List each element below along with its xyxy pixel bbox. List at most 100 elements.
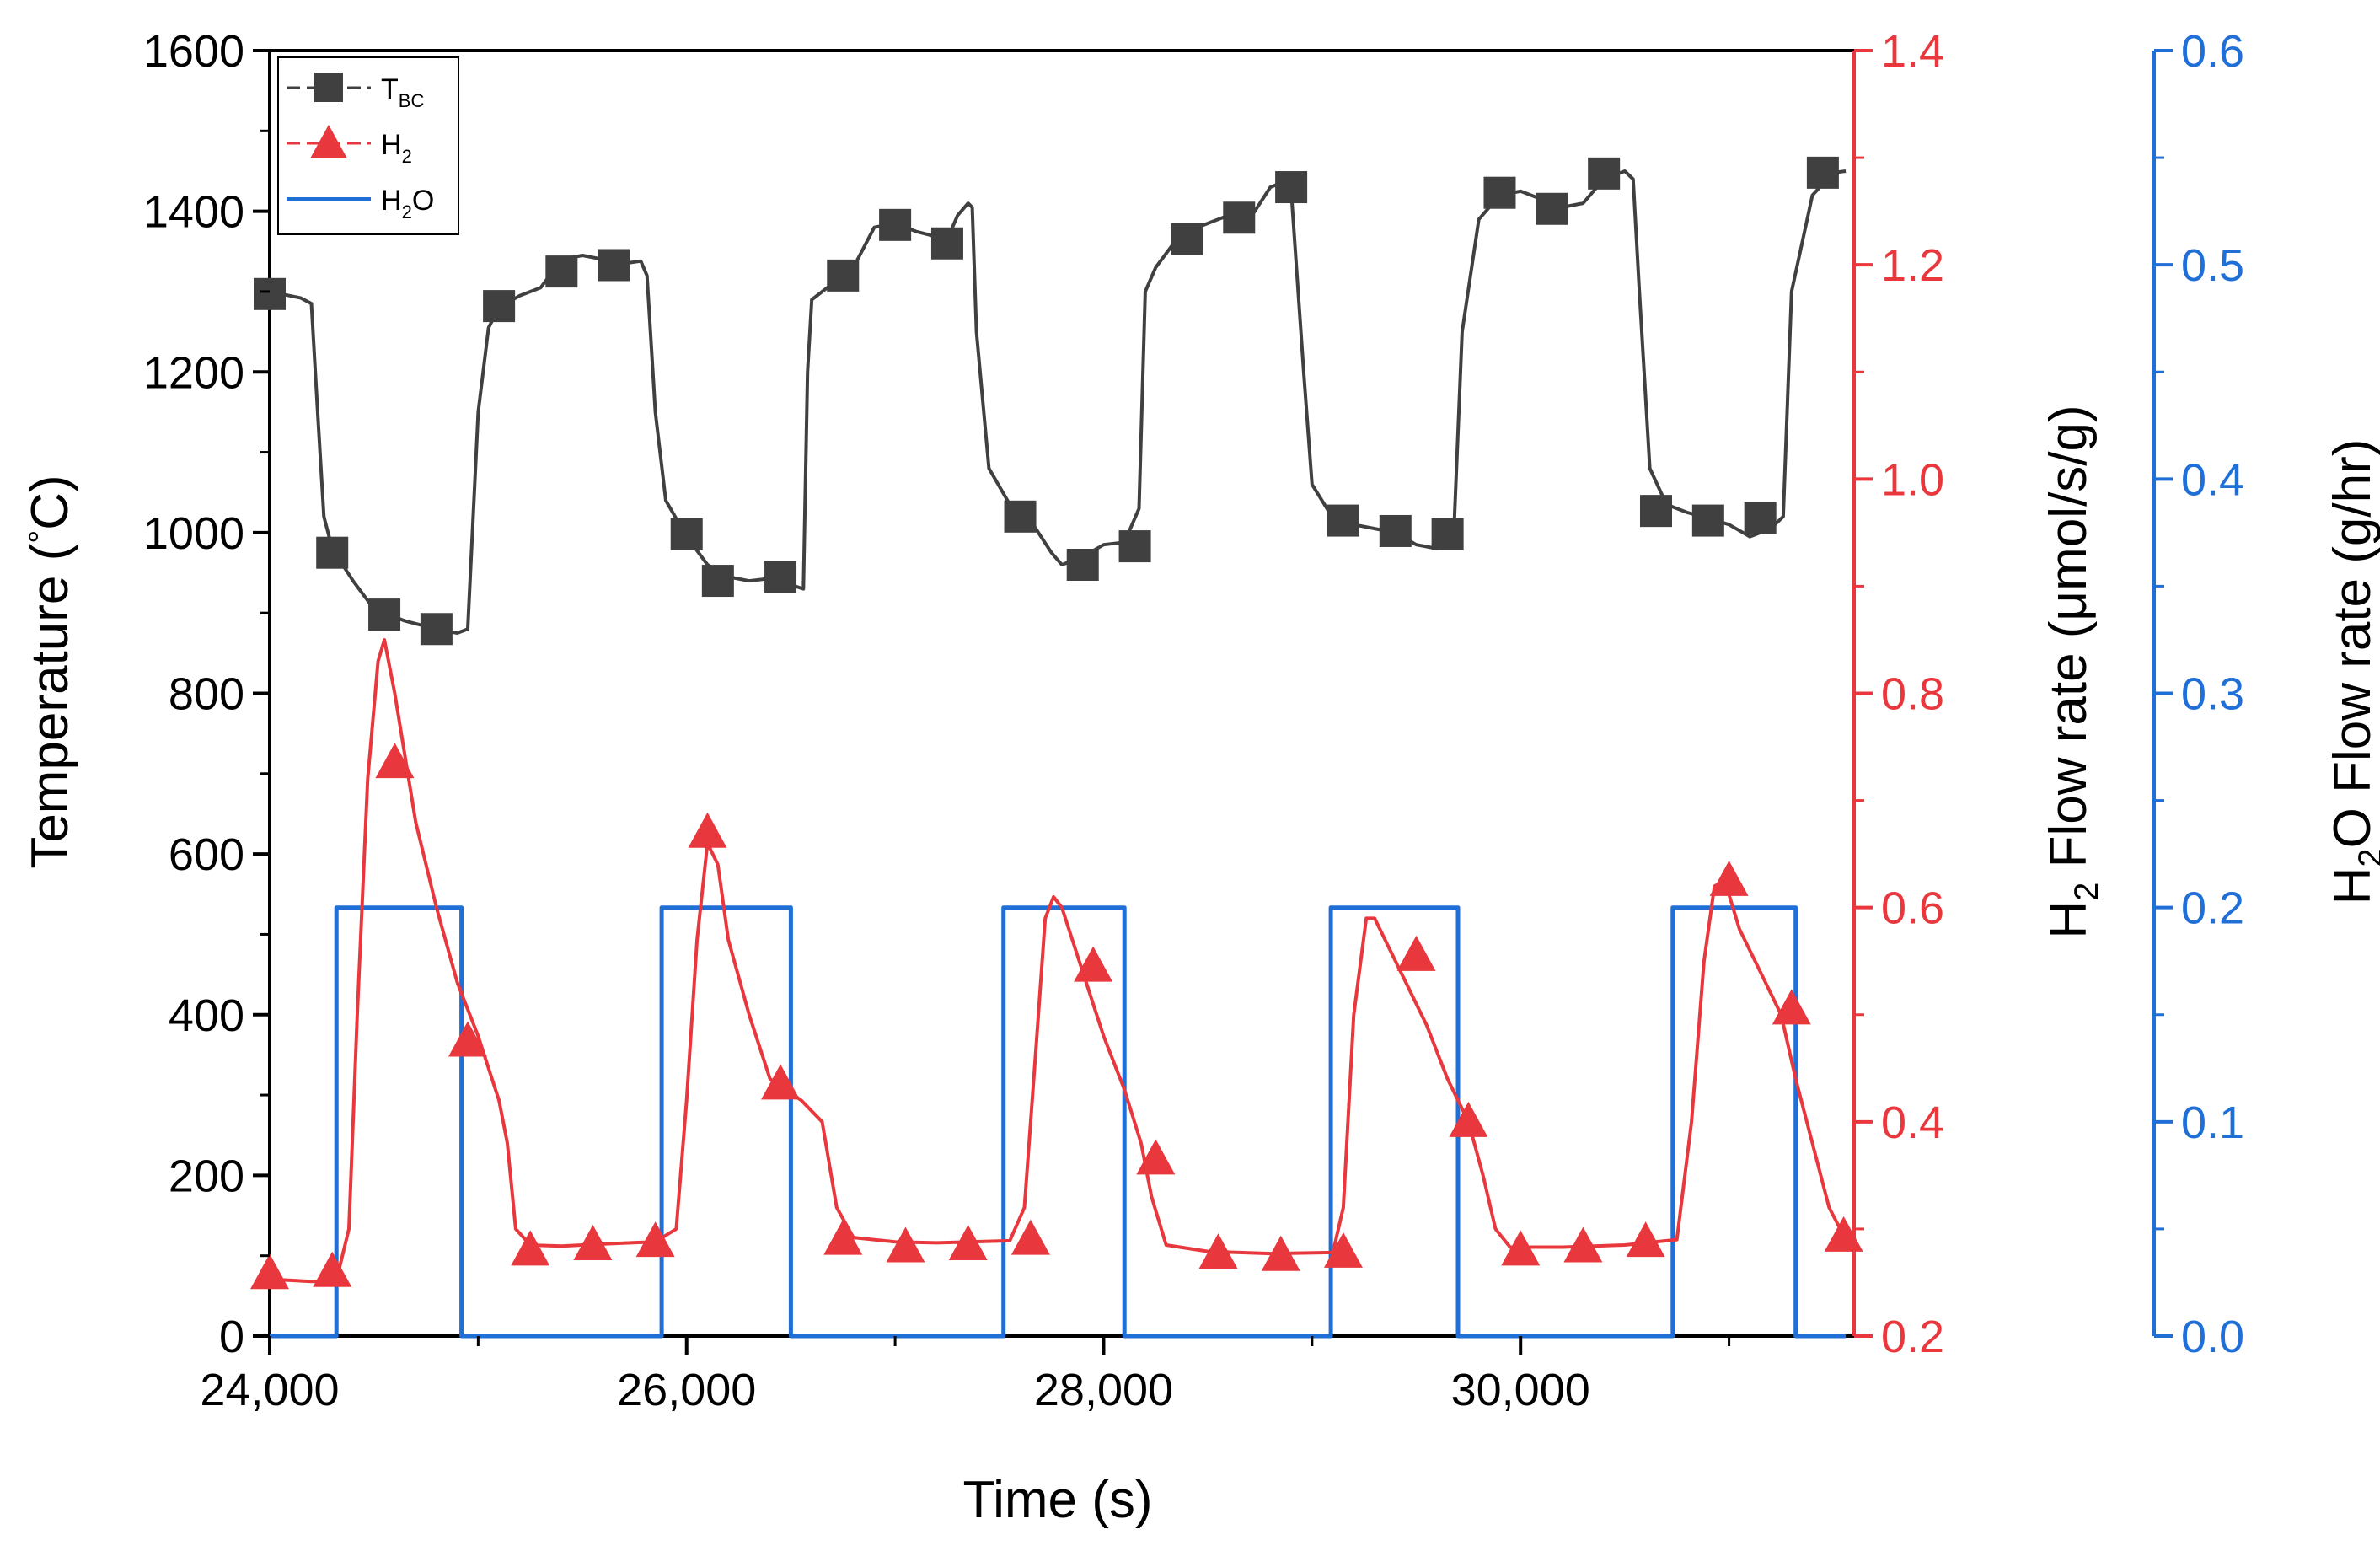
series-h2-marker — [313, 1251, 352, 1287]
series-tbc-marker — [1483, 176, 1516, 209]
series-tbc-marker — [1536, 192, 1568, 225]
series-tbc-marker — [1327, 504, 1359, 537]
series-tbc-marker — [1171, 223, 1203, 255]
series-tbc-marker — [316, 536, 349, 569]
series-layer — [250, 156, 1863, 1339]
left-tick-label: 600 — [169, 829, 244, 880]
bottom-tick-label: 26,000 — [617, 1365, 756, 1415]
bottom-tick-label: 24,000 — [200, 1365, 339, 1415]
series-h2-marker — [761, 1064, 801, 1100]
series-h2-marker — [1198, 1233, 1238, 1269]
left-tick-label: 800 — [169, 669, 244, 720]
series-tbc-marker — [1275, 171, 1308, 204]
right-axis-h2o: 0.0 0.1 0.2 0.3 0.4 0.5 0.6 — [2152, 26, 2244, 1362]
series-tbc-marker — [764, 561, 797, 593]
series-tbc-marker — [1066, 549, 1099, 581]
series-h2-marker — [1449, 1101, 1488, 1137]
legend-entry-tbc: TBC — [287, 73, 424, 111]
right-h2o-tick-label: 0.4 — [2181, 454, 2244, 505]
series-tbc-marker — [930, 227, 963, 260]
legend-tbc-label: TBC — [381, 73, 424, 111]
series-tbc-marker — [368, 598, 401, 631]
right-h2-tick-label: 0.2 — [1881, 1312, 1944, 1362]
right-h2o-tick-label: 0.1 — [2181, 1098, 2244, 1148]
series-tbc-line — [269, 169, 1847, 635]
series-h2-marker — [1136, 1139, 1176, 1175]
series-h2-marker — [1501, 1230, 1541, 1266]
series-tbc-marker — [1118, 530, 1151, 563]
series-h2-marker — [1824, 1216, 1863, 1252]
legend-entry-h2: H2 — [287, 125, 412, 167]
bottom-axis: 24,000 26,000 28,000 30,000 — [200, 1336, 1731, 1415]
right-h2-tick-label: 0.6 — [1881, 883, 1944, 934]
right-h2-tick-label: 0.4 — [1881, 1098, 1944, 1148]
series-h2-marker — [250, 1253, 289, 1290]
series-tbc-marker — [483, 290, 516, 323]
series-tbc-marker — [1004, 500, 1037, 533]
left-tick-label: 400 — [169, 990, 244, 1041]
series-tbc-marker — [670, 518, 703, 550]
legend: TBC H2 H2O — [277, 56, 459, 235]
series-h2-line — [269, 638, 1847, 1284]
series-h2-marker — [1010, 1219, 1050, 1255]
legend-entry-h2o: H2O — [287, 185, 434, 223]
right-h2o-tick-label: 0.2 — [2181, 883, 2244, 934]
series-tbc-marker — [598, 249, 630, 282]
series-h2-marker — [1261, 1235, 1300, 1271]
right-axis-h2-title: H2 Flow rate (μmol/s/g) — [2040, 405, 2105, 938]
series-tbc-marker — [1640, 495, 1672, 528]
right-h2o-tick-label: 0.3 — [2181, 669, 2244, 720]
series-h2-marker — [1626, 1221, 1665, 1258]
series-tbc-marker — [827, 259, 860, 292]
right-h2o-tick-label: 0.0 — [2181, 1312, 2244, 1362]
left-tick-label: 200 — [169, 1151, 244, 1201]
series-h2-marker — [823, 1219, 863, 1255]
series-h2-marker — [1396, 935, 1436, 971]
degree-symbol: ° — [23, 530, 60, 544]
series-tbc-marker — [1379, 514, 1412, 547]
series-tbc-marker — [1431, 518, 1464, 550]
series-h2-marker — [375, 743, 415, 779]
left-axis: 0 200 400 600 800 1000 1200 1400 1600 — [143, 26, 270, 1362]
series-h2-marker — [1074, 946, 1113, 982]
right-h2-tick-label: 0.8 — [1881, 669, 1944, 720]
series-tbc-marker — [879, 208, 912, 241]
series-tbc-marker — [1223, 201, 1256, 234]
series-tbc-marker — [420, 613, 453, 646]
series-h2o-line — [270, 905, 1847, 1339]
right-axis-h2o-title: H2O Flow rate (g/hr) — [2324, 439, 2380, 905]
legend-tbc-marker — [314, 73, 343, 102]
right-h2-tick-label: 1.2 — [1881, 240, 1944, 291]
series-h2-marker — [1772, 989, 1811, 1025]
legend-h2-marker — [310, 125, 347, 158]
left-tick-label: 1400 — [143, 187, 244, 238]
bottom-tick-label: 30,000 — [1451, 1365, 1590, 1415]
series-h2-marker — [688, 812, 727, 848]
left-tick-label: 1600 — [143, 26, 244, 77]
series-h2-marker — [635, 1221, 675, 1258]
series-h2-marker — [573, 1224, 613, 1260]
series-h2-marker — [886, 1226, 925, 1263]
right-axis-h2: 0.2 0.4 0.6 0.8 1.0 1.2 1.4 — [1852, 26, 1944, 1362]
series-tbc-marker — [545, 255, 578, 288]
series-h2-marker — [448, 1021, 487, 1057]
series-tbc-marker — [1588, 157, 1621, 190]
series-tbc-marker — [1806, 156, 1839, 189]
right-h2-tick-label: 1.0 — [1881, 454, 1944, 505]
right-h2-tick-label: 1.4 — [1881, 26, 1944, 77]
left-axis-title: Temperature (°C) — [21, 475, 79, 868]
series-tbc-marker — [1691, 504, 1724, 537]
series-h2-marker — [1323, 1232, 1363, 1268]
series-h2-marker — [1563, 1226, 1603, 1263]
right-h2o-tick-label: 0.6 — [2181, 26, 2244, 77]
x-axis-title: Time (s) — [963, 1471, 1153, 1529]
series-h2-marker — [511, 1230, 550, 1266]
series-tbc-marker — [1744, 502, 1777, 534]
legend-h2o-label: H2O — [381, 185, 434, 223]
left-tick-label: 1200 — [143, 347, 244, 398]
legend-h2-label: H2 — [381, 129, 412, 167]
left-tick-label: 0 — [219, 1312, 244, 1362]
series-tbc-marker — [254, 277, 286, 310]
bottom-tick-label: 28,000 — [1034, 1365, 1173, 1415]
